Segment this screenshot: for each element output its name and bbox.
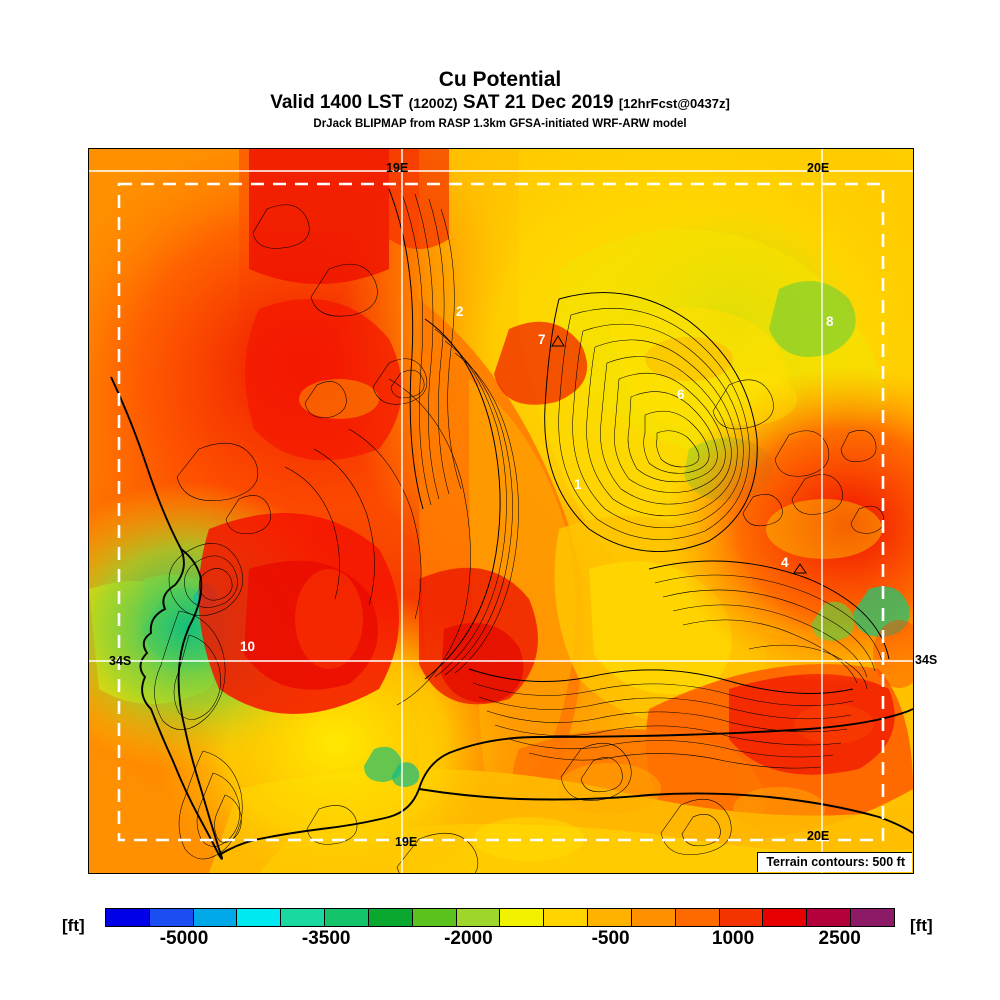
colorbar-tick-0: -5000 — [159, 928, 209, 949]
colorbar-swatch-1 — [149, 909, 194, 926]
valid-prefix: Valid 1400 LST — [270, 92, 404, 113]
colorbar-swatch-9 — [500, 909, 545, 926]
model-source-line: DrJack BLIPMAP from RASP 1.3km GFSA-init… — [313, 118, 687, 130]
terrain-contour-note: Terrain contours: 500 ft — [757, 852, 912, 872]
forecast-tag: [12hrFcst@0437z] — [618, 96, 730, 111]
valid-time-line: Valid 1400 LST (1200Z) SAT 21 Dec 2019 [… — [0, 91, 1000, 116]
colorbar-swatch-5 — [325, 909, 369, 926]
colorbar-swatch-11 — [588, 909, 632, 926]
colorbar-swatch-8 — [456, 909, 501, 926]
domain-boundary — [117, 182, 885, 842]
colorbar-unit-left: [ft] — [62, 916, 85, 935]
colorbar[interactable] — [105, 908, 895, 927]
colorbar-swatch-10 — [544, 909, 589, 926]
colorbar-section: [ft] [ft] -5000 -3500 -2000 -500 1000 2500 — [0, 906, 1000, 954]
colorbar-swatch-16 — [807, 909, 852, 926]
colorbar-tick-1: -3500 — [301, 928, 351, 949]
colorbar-swatch-13 — [675, 909, 720, 926]
edge-label-34s-right: 34S — [915, 653, 938, 667]
graticule — [89, 149, 913, 873]
colorbar-tick-2: -2000 — [444, 928, 493, 949]
terrain-contours-bold — [388, 188, 890, 694]
edge-label-34s-left: 34S — [109, 654, 132, 668]
edge-label-20e-bottom: 20E — [807, 829, 830, 843]
cu-potential-field — [89, 149, 913, 873]
colorbar-swatch-14 — [719, 909, 764, 926]
colorbar-swatch-2 — [193, 909, 238, 926]
colorbar-tick-3: -500 — [591, 928, 630, 949]
colorbar-swatch-7 — [412, 909, 457, 926]
map-canvas[interactable] — [89, 149, 913, 873]
page-title: Cu Potential — [438, 68, 562, 91]
colorbar-swatch-12 — [631, 909, 676, 926]
colorbar-swatch-0 — [106, 909, 150, 926]
valid-date: SAT 21 Dec 2019 — [462, 92, 614, 113]
colorbar-swatch-3 — [237, 909, 282, 926]
colorbar-tick-4: 1000 — [711, 928, 755, 949]
forecast-map[interactable]: 19E 20E 34S 19E 20E 2 7 8 6 1 4 10 Terra… — [88, 148, 914, 874]
valid-utc: (1200Z) — [408, 95, 458, 111]
colorbar-unit-right: [ft] — [910, 916, 933, 935]
colorbar-swatch-17 — [851, 909, 894, 926]
title-block: Cu Potential Valid 1400 LST (1200Z) SAT … — [0, 68, 1000, 132]
edge-label-19e-top: 19E — [386, 161, 409, 175]
colorbar-tick-5: 2500 — [818, 928, 861, 949]
colorbar-swatch-6 — [368, 909, 413, 926]
colorbar-swatch-15 — [763, 909, 808, 926]
edge-label-19e-bottom: 19E — [395, 835, 418, 849]
colorbar-swatch-4 — [281, 909, 326, 926]
coastline — [110, 376, 913, 860]
edge-label-20e-top: 20E — [807, 161, 830, 175]
